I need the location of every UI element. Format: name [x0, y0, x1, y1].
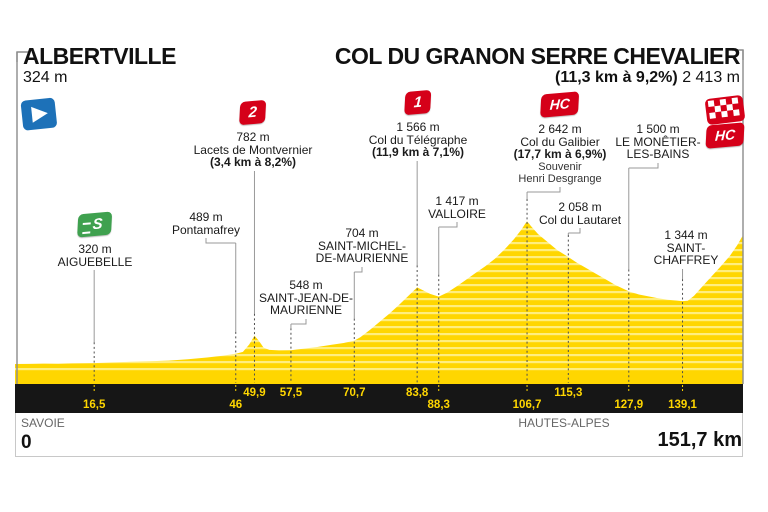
km-mark: 139,1 — [668, 399, 697, 411]
km-mark: 70,7 — [343, 387, 366, 399]
start-header: ALBERTVILLE 324 m — [23, 44, 176, 87]
poi-col-du-lautaret: 2 058 m Col du Lautaret — [538, 200, 622, 227]
km-mark: 16,5 — [82, 399, 106, 411]
poi-lacets-de-montvernier: 2 782 m Lacets de Montvernier (3,4 km à … — [194, 99, 312, 169]
total-km-label: 151,7 km — [657, 429, 742, 451]
km-mark: 83,8 — [405, 387, 429, 399]
start-km-label: 0 — [21, 432, 32, 453]
start-elevation: 324 m — [23, 69, 68, 86]
poi-saint-jean-de-maurienne: 548 m SAINT-JEAN-DE- MAURIENNE — [258, 278, 354, 317]
km-mark: 46 — [229, 399, 243, 411]
poi-saint-chaffrey: 1 344 m SAINT- CHAFFREY — [653, 228, 719, 267]
poi-col-du-telegraphe: 1 1 566 m Col du Télégraphe (11,9 km à 7… — [369, 89, 467, 159]
km-mark: 49,9 — [243, 387, 266, 399]
km-distance-bar: 16,5 46 49,9 57,5 70,7 83,8 88,3 106,7 1… — [15, 384, 743, 413]
poi-le-monetier-les-bains: 1 500 m LE MONÊTIER- LES-BAINS — [615, 122, 701, 161]
sprint-badge-icon: S — [77, 211, 113, 238]
finish-gradient: (11,3 km à 9,2%) — [554, 69, 678, 86]
cat2-badge-icon: 2 — [239, 99, 267, 126]
finish-flag-icon — [705, 95, 745, 125]
km-mark: 57,5 — [279, 387, 303, 399]
poi-aiguebelle: S 320 m AIGUEBELLE — [58, 211, 132, 268]
region-savoie-label: SAVOIE — [21, 416, 65, 430]
poi-saint-michel-de-maurienne: 704 m SAINT-MICHEL- DE-MAURIENNE — [315, 226, 409, 265]
poi-col-du-galibier: HC 2 642 m Col du Galibier (17,7 km à 6,… — [514, 91, 606, 185]
finish-header: COL DU GRANON SERRE CHEVALIER (11,3 km à… — [334, 43, 741, 87]
hc-badge-icon: HC — [540, 91, 580, 118]
km-mark: 115,3 — [554, 387, 583, 399]
km-mark: 106,7 — [512, 399, 542, 411]
km-mark: 127,9 — [614, 399, 644, 411]
start-flag-icon — [20, 97, 57, 131]
poi-valloire: 1 417 m VALLOIRE — [428, 194, 486, 221]
start-name: ALBERTVILLE — [23, 43, 176, 69]
finish-elevation: 2 413 m — [682, 69, 740, 86]
finish-hc-badge-icon: HC — [705, 122, 745, 149]
poi-pontamafrey: 489 m Pontamafrey — [171, 210, 241, 237]
km-mark: 88,3 — [427, 399, 450, 411]
finish-name: COL DU GRANON SERRE CHEVALIER — [334, 43, 741, 69]
region-hautes-alpes-label: HAUTES-ALPES — [518, 416, 610, 430]
finish-stats: (11,3 km à 9,2%) 2 413 m — [335, 68, 740, 87]
cat1-badge-icon: 1 — [404, 89, 432, 116]
